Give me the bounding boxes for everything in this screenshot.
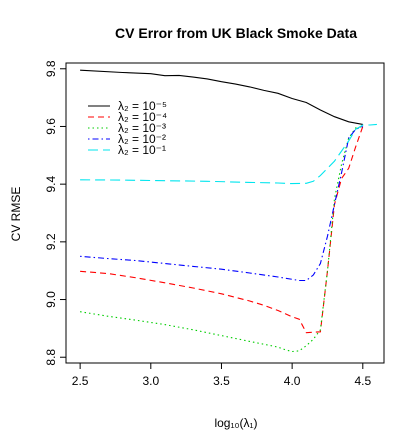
y-tick-label: 9.8 xyxy=(44,60,58,77)
x-axis-label: log₁₀(λ₁) xyxy=(214,416,257,430)
series-line-5 xyxy=(80,123,377,185)
legend-label-2: λ₂ = 10⁻⁴ xyxy=(118,110,167,124)
y-tick-label: 9.4 xyxy=(44,175,58,192)
y-tick-label: 8.8 xyxy=(44,349,58,366)
legend-label-3: λ₂ = 10⁻³ xyxy=(118,121,166,135)
y-axis-label: CV RMSE xyxy=(9,187,23,242)
legend-label-4: λ₂ = 10⁻² xyxy=(118,132,166,146)
chart-title: CV Error from UK Black Smoke Data xyxy=(115,25,357,41)
x-axis: 2.5 3.0 3.5 4.0 4.5 xyxy=(72,363,371,388)
legend-label-5: λ₂ = 10⁻¹ xyxy=(118,143,166,157)
y-tick-label: 9.2 xyxy=(44,233,58,250)
x-tick-label: 2.5 xyxy=(72,374,89,388)
y-tick-label: 9.0 xyxy=(44,291,58,308)
series-line-4 xyxy=(80,125,364,282)
x-tick-label: 3.5 xyxy=(213,374,230,388)
plot-frame xyxy=(65,62,385,364)
y-tick-label: 9.6 xyxy=(44,118,58,135)
plot-area xyxy=(80,69,377,353)
axes: 2.5 3.0 3.5 4.0 4.5 8.8 9.0 9.2 9.4 9.6 9.8 xyxy=(44,60,385,388)
series-line-2 xyxy=(80,126,364,334)
legend-label-1: λ₂ = 10⁻⁵ xyxy=(118,99,167,113)
x-tick-label: 4.5 xyxy=(354,374,371,388)
y-axis: 8.8 9.0 9.2 9.4 9.6 9.8 xyxy=(44,60,66,366)
series-line-3 xyxy=(80,125,363,353)
legend: λ₂ = 10⁻⁵λ₂ = 10⁻⁴λ₂ = 10⁻³λ₂ = 10⁻²λ₂ =… xyxy=(88,99,167,157)
x-tick-label: 4.0 xyxy=(284,374,301,388)
x-tick-label: 3.0 xyxy=(142,374,159,388)
series-line-1 xyxy=(80,69,363,125)
